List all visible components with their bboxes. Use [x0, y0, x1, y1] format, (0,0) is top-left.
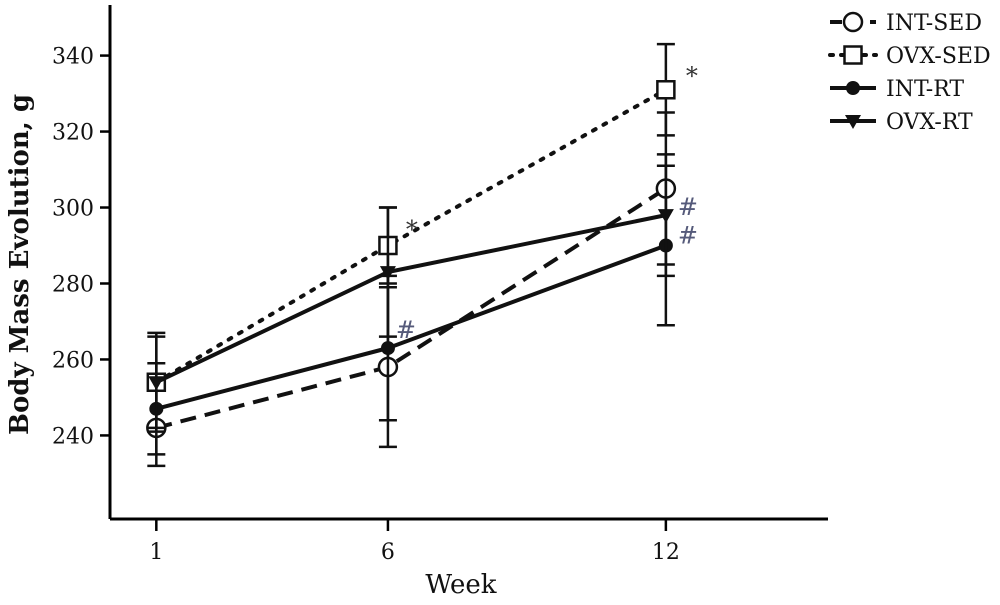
y-tick-label: 300 [52, 197, 94, 222]
legend-entry: OVX-SED [828, 44, 991, 69]
legend-marker [846, 81, 860, 95]
legend-entry: INT-RT [830, 77, 964, 102]
x-tick-label: 12 [652, 540, 680, 565]
legend-entry: INT-SED [830, 11, 982, 36]
legend-marker [845, 115, 861, 129]
x-axis-title: Week [425, 570, 496, 600]
legend-marker [842, 11, 864, 33]
legend: INT-SED OVX-SED INT-RT OVX-RT [828, 11, 991, 135]
y-tick-label: 260 [52, 348, 94, 373]
significance-hash: # [678, 222, 698, 250]
data-point [379, 266, 396, 281]
x-tick-label: 1 [149, 540, 163, 565]
legend-label: OVX-RT [886, 110, 973, 135]
series-int-sed [146, 111, 677, 468]
legend-label: INT-SED [886, 11, 982, 36]
legend-label: OVX-SED [886, 44, 991, 69]
legend-marker [843, 45, 863, 65]
data-point [656, 80, 676, 100]
y-tick-label: 240 [52, 424, 94, 449]
data-point [148, 376, 165, 391]
significance-asterisk: * [686, 62, 698, 90]
y-tick-label: 340 [52, 45, 94, 70]
y-axis-title: Body Mass Evolution, g [5, 94, 35, 435]
series-ovx-rt [147, 153, 675, 430]
significance-asterisk: * [406, 216, 418, 244]
y-tick-label: 280 [52, 272, 94, 297]
significance-hash: # [678, 193, 698, 221]
significance-hash: # [396, 316, 416, 344]
data-point [657, 209, 674, 224]
data-point [380, 341, 395, 356]
series-int-rt [147, 164, 675, 456]
legend-label: INT-RT [886, 77, 964, 102]
y-tick-label: 320 [52, 121, 94, 146]
x-tick-label: 6 [381, 540, 395, 565]
legend-entry: OVX-RT [830, 110, 973, 135]
